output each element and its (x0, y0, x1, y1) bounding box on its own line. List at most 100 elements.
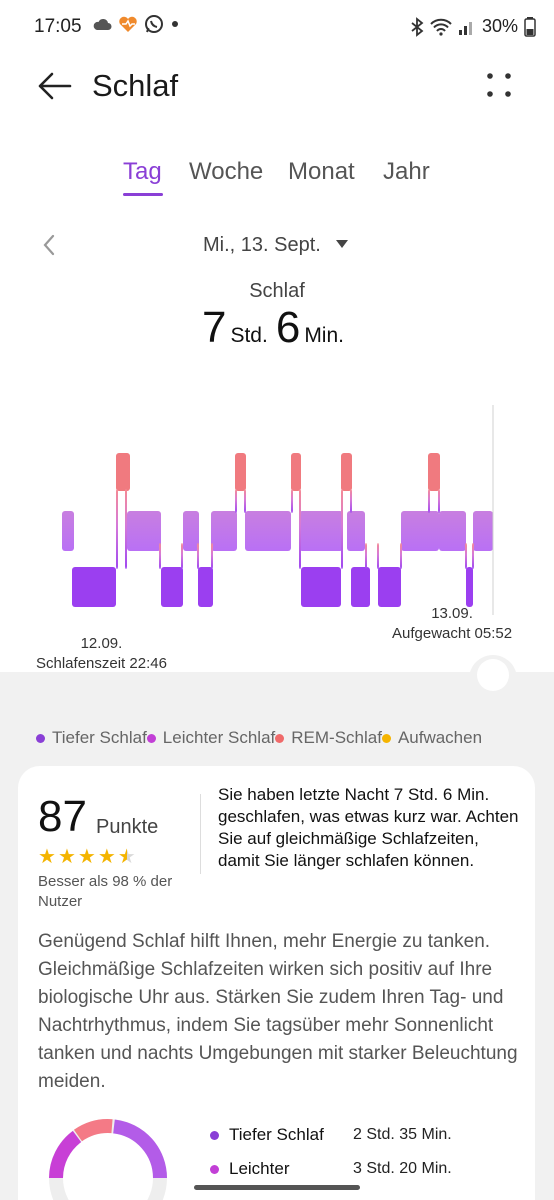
duration-hours: 7 (201, 303, 227, 352)
light-stage-bar (183, 511, 199, 551)
summary-label: Schlaf (249, 280, 305, 302)
stage-transition-line (235, 489, 237, 513)
legend-light-sleep: Leichter Schlaf (146, 728, 276, 748)
legend-dot-deep (36, 733, 45, 743)
tab-day[interactable]: Tag (123, 158, 162, 185)
legend-label: Aufwachen (397, 728, 483, 747)
stage-transition-line (428, 489, 430, 513)
battery-icon (524, 16, 536, 37)
legend-dot-rem (275, 733, 285, 743)
sleep-score: 87 (38, 792, 87, 841)
sleep-stage-chart[interactable] (0, 405, 554, 615)
wakeup-time: Aufgewacht 05:52 (392, 625, 513, 642)
stat-dot-deep (210, 1131, 219, 1140)
star-icon: ★ (77, 846, 96, 868)
signal-icon (458, 21, 472, 35)
stage-transition-line (291, 489, 293, 513)
stage-transition-line (116, 489, 118, 569)
star-icon: ★ (97, 846, 116, 868)
stage-transition-line (197, 543, 199, 569)
date-label[interactable]: Mi., 13. Sept. (203, 234, 321, 256)
stage-transition-line (159, 543, 161, 569)
rem-stage-bar (428, 453, 440, 491)
wakeup-date: 13.09. (431, 605, 473, 622)
rem-stage-bar (341, 453, 352, 491)
legend-dot-light (146, 733, 156, 743)
legend-label: Tiefer Schlaf (52, 728, 147, 747)
wakeup-label: 13.09. Aufgewacht 05:52 (392, 604, 512, 644)
donut-segment-light (49, 1130, 82, 1179)
cloud-icon (93, 18, 112, 30)
deep-stage-bar (351, 567, 370, 607)
deep-stage-bar (301, 567, 341, 607)
stat-dot-light (210, 1165, 219, 1174)
chevron-left-icon (43, 234, 55, 256)
duration-minutes: 6 (275, 303, 301, 352)
arrow-back-icon (38, 72, 72, 100)
chart-handle[interactable] (477, 659, 509, 691)
legend-awake: Aufwachen (381, 728, 483, 748)
half-star-icon: ★ (117, 846, 136, 868)
tab-week[interactable]: Woche (189, 158, 264, 185)
stat-label: Leichter (229, 1159, 290, 1178)
deep-stage-bar (198, 567, 213, 607)
stage-transition-line (181, 543, 183, 569)
sleep-distribution-donut (49, 1119, 167, 1200)
donut-segment-rem (73, 1119, 113, 1142)
rem-stage-bar (291, 453, 301, 491)
more-dots-icon (487, 73, 511, 97)
whatsapp-icon (145, 15, 163, 33)
rem-stage-bar (116, 453, 130, 491)
stat-label: Tiefer Schlaf (229, 1125, 324, 1144)
light-stage-bar (62, 511, 74, 551)
more-options-button[interactable] (484, 70, 514, 100)
legend-deep-sleep: Tiefer Schlaf (36, 728, 147, 748)
wifi-icon (430, 18, 452, 36)
notification-icons (92, 14, 180, 34)
status-bar: 17:05 30% (0, 0, 554, 56)
light-stage-bar (439, 511, 466, 551)
light-stage-bar (211, 511, 237, 551)
deep-stage-bar (466, 567, 473, 607)
stat-light-sleep: Leichter 3 Std. 20 Min. (210, 1158, 452, 1180)
stage-transition-line (472, 543, 474, 569)
stage-transition-line (365, 543, 367, 569)
deep-stage-bar (161, 567, 183, 607)
stage-transition-line (341, 489, 343, 569)
bedtime-label: 12.09. Schlafenszeit 22:46 (36, 634, 167, 674)
deep-stage-bar (378, 567, 401, 607)
period-tabs: Tag Woche Monat Jahr (0, 150, 554, 200)
system-icons: 30% (410, 16, 536, 37)
previous-day-button[interactable] (38, 230, 62, 260)
tab-month[interactable]: Monat (288, 158, 355, 185)
page-title: Schlaf (92, 68, 179, 103)
status-time: 17:05 (34, 16, 82, 37)
deep-stage-bar (72, 567, 116, 607)
stat-deep-sleep: Tiefer Schlaf 2 Std. 35 Min. (210, 1124, 452, 1146)
home-indicator[interactable] (194, 1185, 360, 1190)
dropdown-caret-icon[interactable] (336, 240, 348, 248)
sleep-duration: 7 Std. 6 Min. (0, 303, 554, 353)
stage-transition-line (211, 543, 213, 569)
donut-segment-deep (112, 1119, 167, 1179)
legend-label: Leichter Schlaf (162, 728, 276, 747)
tab-year[interactable]: Jahr (383, 158, 430, 185)
percentile-text: Besser als 98 % der Nutzer (38, 873, 173, 910)
stat-value: 3 Std. 20 Min. (353, 1160, 452, 1177)
chart-legend: Tiefer Schlaf Leichter Schlaf REM-Schlaf… (36, 728, 482, 748)
stage-transition-line (244, 489, 246, 513)
stat-value: 2 Std. 35 Min. (353, 1126, 452, 1143)
legend-label: REM-Schlaf (291, 728, 382, 747)
bluetooth-icon (411, 16, 424, 37)
back-button[interactable] (34, 66, 74, 106)
tips-text: Genügend Schlaf hilft Ihnen, mehr Energi… (38, 931, 518, 1092)
stage-transition-line (125, 489, 127, 569)
legend-rem-sleep: REM-Schlaf (275, 728, 382, 748)
duration-minutes-unit: Min. (304, 324, 344, 347)
rating-stars: ★ ★ ★ ★ ★ (38, 844, 136, 869)
star-icon: ★ (57, 846, 76, 868)
bedtime-time: Schlafenszeit 22:46 (36, 655, 167, 672)
light-stage-bar (245, 511, 291, 551)
stage-transition-line (299, 489, 301, 569)
tab-indicator (123, 193, 163, 196)
